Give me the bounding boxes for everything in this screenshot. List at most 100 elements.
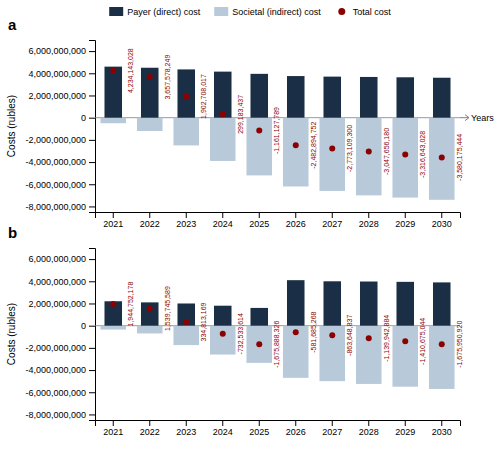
bar (356, 326, 382, 384)
y-tick-label: 4,000,000,000 (28, 277, 86, 287)
y-tick-label: -2,000,000,000 (25, 343, 86, 353)
data-label: 1,539,745,589 (164, 286, 171, 331)
y-tick: -8,000,000,000 (25, 202, 95, 212)
dot (402, 338, 408, 344)
y-tick-mark (89, 259, 95, 260)
bar (323, 281, 341, 325)
x-tick: 2022 (140, 212, 160, 229)
y-tick-mark (89, 206, 95, 207)
dot (147, 74, 153, 80)
data-label: -581,685,268 (310, 311, 317, 352)
bar (392, 118, 418, 198)
y-tick-label: -4,000,000,000 (25, 365, 86, 375)
x-tick-label: 2025 (249, 427, 269, 437)
x-tick: 2024 (213, 212, 233, 229)
dot (439, 341, 445, 347)
bar (396, 282, 414, 326)
x-tick: 2029 (395, 420, 415, 437)
x-tick: 2025 (249, 212, 269, 229)
y-tick: -6,000,000,000 (25, 180, 95, 190)
data-label: -1,161,127,789 (273, 107, 280, 154)
bar (177, 303, 195, 325)
dot (439, 154, 445, 160)
x-tick-label: 2024 (213, 219, 233, 229)
x-tick: 2028 (359, 420, 379, 437)
bar (214, 306, 232, 326)
x-tick-label: 2025 (249, 219, 269, 229)
bar (283, 118, 309, 187)
bar (177, 69, 195, 117)
y-tick-mark (89, 184, 95, 185)
dot (366, 335, 372, 341)
dot (220, 111, 226, 117)
data-label: -3,047,656,180 (383, 128, 390, 175)
y-axis-line (89, 249, 96, 421)
data-label: -1,139,942,884 (383, 315, 390, 362)
x-tick: 2022 (140, 420, 160, 437)
x-tick-mark (441, 212, 442, 218)
y-tick: 2,000,000,000 (28, 91, 95, 101)
x-tick-label: 2027 (322, 427, 342, 437)
bar (283, 326, 309, 378)
legend-swatch (109, 7, 123, 16)
data-label: -3,316,643,028 (419, 131, 426, 178)
x-tick-mark (259, 212, 260, 218)
legend-item: Total cost (338, 7, 391, 17)
dot (220, 331, 226, 337)
axis-arrow-line (460, 117, 468, 118)
bar (287, 280, 305, 325)
x-tick-label: 2026 (286, 219, 306, 229)
x-tick-label: 2024 (213, 427, 233, 437)
x-tick: 2028 (359, 212, 379, 229)
annotation: Years (471, 113, 494, 123)
y-tick: 0 (81, 321, 95, 331)
data-label: -3,580,175,444 (456, 134, 463, 181)
panel: -8,000,000,000-6,000,000,000-4,000,000,0… (6, 224, 463, 437)
x-axis: 2021202220232024202520262027202820292030 (96, 420, 461, 437)
x-tick: 2023 (176, 420, 196, 437)
y-axis-line (89, 41, 96, 213)
y-tick: -4,000,000,000 (25, 157, 95, 167)
x-axis: 2021202220232024202520262027202820292030 (96, 212, 461, 229)
x-tick: 2030 (432, 420, 452, 437)
y-tick-mark (89, 162, 95, 163)
axis-arrow-head (465, 115, 469, 121)
y-tick-label: -6,000,000,000 (25, 388, 86, 398)
bar (100, 118, 126, 124)
dot (366, 148, 372, 154)
y-tick-label: 4,000,000,000 (28, 69, 86, 79)
data-label: 1,902,708,017 (200, 74, 207, 119)
bar (392, 326, 418, 387)
y-tick-mark (89, 118, 95, 119)
x-tick-label: 2023 (176, 427, 196, 437)
legend-item: Societal (indirect) cost (214, 7, 321, 17)
bar (396, 77, 414, 117)
y-tick-label: 6,000,000,000 (28, 254, 86, 264)
legend-swatch (214, 7, 228, 16)
x-tick-mark (368, 212, 369, 218)
bar (250, 74, 268, 118)
x-tick-mark (441, 420, 442, 426)
dot (110, 68, 116, 74)
data-label: 3,657,578,249 (164, 55, 171, 100)
dot (183, 94, 189, 100)
y-tick: 2,000,000,000 (28, 299, 95, 309)
y-tick-label: 2,000,000,000 (28, 91, 86, 101)
bar (173, 326, 199, 345)
dot (293, 329, 299, 335)
bar (100, 326, 126, 330)
marks (100, 67, 454, 200)
y-tick-mark (89, 348, 95, 349)
x-tick: 2026 (286, 420, 306, 437)
panel-title: a (8, 16, 17, 33)
y-axis-title: Costs (rubles) (6, 95, 17, 157)
x-tick: 2030 (432, 212, 452, 229)
bar (104, 301, 122, 325)
y-tick-label: 6,000,000,000 (28, 46, 86, 56)
y-tick: 4,000,000,000 (28, 69, 95, 79)
bar (246, 326, 272, 363)
panel-title: b (8, 224, 17, 241)
dot (329, 145, 335, 151)
y-tick: 0 (81, 113, 95, 123)
x-axis-line (96, 213, 461, 219)
